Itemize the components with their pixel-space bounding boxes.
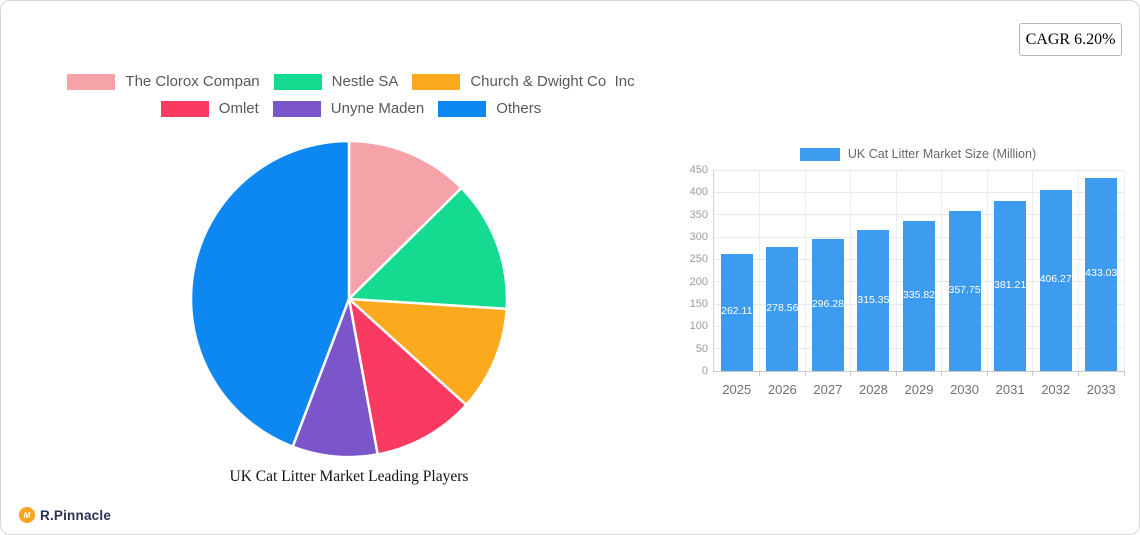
legend-label: Others <box>496 100 542 117</box>
x-axis-tick-mark <box>850 371 852 376</box>
y-axis-tick-label: 100 <box>689 320 708 333</box>
x-gridline <box>1032 170 1034 371</box>
pie-slice-the-clorox-compan <box>347 139 463 301</box>
legend-swatch <box>67 73 116 90</box>
x-axis-category-label: 2030 <box>950 382 979 397</box>
pie-legend: The Clorox Compan Nestle SA Church & Dwigh… <box>21 73 681 127</box>
bar-value-label: 335.82 <box>902 289 936 301</box>
bar-chart: UK Cat Litter Market Size (Million) 0 50 1… <box>690 141 1139 403</box>
x-axis-tick-mark <box>941 371 943 376</box>
cagr-label: CAGR 6.20% <box>1025 30 1116 48</box>
bar-value-label: 315.35 <box>857 293 890 306</box>
bar-value-label: 381.21 <box>994 278 1027 291</box>
x-axis-tick-mark <box>804 371 806 376</box>
legend-label: Church & Dwight Co Inc <box>470 73 635 90</box>
pie-title: UK Cat Litter Market Leading Players <box>229 468 469 485</box>
legend-item-the-clorox-compan[interactable]: The Clorox Compan <box>67 73 260 90</box>
y-axis-tick-label: 250 <box>689 253 708 266</box>
y-axis-tick-label: 0 <box>701 365 708 377</box>
y-axis-tick-label: 300 <box>689 231 708 243</box>
bar-value-label: 433.03 <box>1085 267 1118 280</box>
legend-item-others[interactable]: Others <box>438 100 541 117</box>
x-gridline <box>941 170 943 371</box>
pie-slice-others <box>189 139 351 448</box>
logo-mark-icon: M <box>19 507 35 523</box>
y-axis-tick-label: 400 <box>689 186 708 199</box>
bar-2032 <box>1039 189 1072 371</box>
bar-2027 <box>811 238 844 371</box>
x-gridline <box>1123 170 1125 371</box>
legend-swatch <box>272 100 321 117</box>
bar-value-label: 296.28 <box>811 297 844 310</box>
bar-2031 <box>994 200 1027 371</box>
legend-item-unyne-maden[interactable]: Unyne Maden <box>272 100 425 117</box>
legend-swatch <box>160 100 209 117</box>
x-axis-category-label: 2026 <box>767 382 797 397</box>
y-axis-tick-label: 150 <box>689 298 708 310</box>
pie-slice-church-dwight-co-inc <box>347 297 508 407</box>
legend-swatch <box>412 73 461 90</box>
pie-chart <box>189 139 509 459</box>
bar-value-label: 406.27 <box>1039 273 1072 286</box>
legend-row: Omlet Unyne Maden Others <box>21 100 681 117</box>
bar-legend-item[interactable]: UK Cat Litter Market Size (Million) <box>713 147 1123 161</box>
pie-slice-omlet <box>347 297 468 456</box>
bar-2033 <box>1085 177 1118 371</box>
x-axis-tick-mark <box>1032 371 1034 376</box>
bar-value-label: 278.56 <box>766 301 799 314</box>
x-axis-category-label: 2032 <box>1041 382 1071 397</box>
bar-legend-label: UK Cat Litter Market Size (Million) <box>847 147 1037 161</box>
y-gridline <box>714 191 1124 193</box>
x-gridline <box>986 170 988 371</box>
legend-item-church-dwight-co-inc[interactable]: Church & Dwight Co Inc <box>412 73 635 90</box>
x-axis-category-label: 2028 <box>858 382 888 397</box>
x-axis-tick-mark <box>1123 371 1125 376</box>
x-axis-tick-mark <box>1077 371 1079 376</box>
y-axis-tick-label: 350 <box>689 208 708 221</box>
x-axis-category-label: 2033 <box>1086 382 1116 397</box>
legend-label: Unyne Maden <box>330 100 425 117</box>
x-gridline <box>804 170 806 371</box>
legend-item-omlet[interactable]: Omlet <box>160 100 259 117</box>
x-axis-tick-mark <box>986 371 988 376</box>
pie-slice-nestle-sa <box>347 186 509 311</box>
pie-slice-unyne-maden <box>291 297 379 459</box>
bar-2026 <box>766 246 799 371</box>
x-axis-tick-mark <box>895 371 897 376</box>
x-gridline <box>1077 170 1079 371</box>
bar-2030 <box>948 211 981 371</box>
bar-value-label: 262.11 <box>721 305 753 318</box>
bar-2029 <box>903 221 935 371</box>
legend-swatch <box>438 100 487 117</box>
x-axis-category-label: 2031 <box>995 382 1025 397</box>
bar-2028 <box>857 230 890 371</box>
bar-legend-swatch <box>799 147 840 161</box>
y-gridline <box>714 214 1124 216</box>
legend-label: The Clorox Compan <box>125 73 260 90</box>
cagr-badge: CAGR 6.20% <box>1019 23 1122 56</box>
bar-plot-area: 0 50 100 150 200 250 300 350 400 450 262.11 2025 278… <box>690 164 1125 397</box>
x-axis-category-label: 2029 <box>904 382 934 397</box>
y-gridline <box>714 169 1124 171</box>
y-axis-tick-label: 450 <box>689 164 708 176</box>
x-gridline <box>850 170 852 371</box>
legend-item-nestle-sa[interactable]: Nestle SA <box>273 73 399 90</box>
x-gridline <box>759 170 761 371</box>
logo-text: R.Pinnacle <box>40 507 112 523</box>
legend-label: Omlet <box>218 100 259 117</box>
x-axis-tick-mark <box>759 371 761 376</box>
x-gridline <box>895 170 897 371</box>
x-axis-category-label: 2027 <box>813 382 843 397</box>
legend-label: Nestle SA <box>331 73 399 90</box>
bar-value-label: 357.75 <box>948 284 981 297</box>
x-axis-category-label: 2025 <box>722 382 752 397</box>
y-axis-tick-label: 50 <box>695 342 708 355</box>
bar-2025 <box>720 253 753 371</box>
legend-row: The Clorox Compan Nestle SA Church & Dwigh… <box>21 73 681 90</box>
legend-swatch <box>273 73 322 90</box>
y-axis-tick-label: 200 <box>689 275 708 288</box>
brand-logo: M R.Pinnacle <box>19 507 111 523</box>
